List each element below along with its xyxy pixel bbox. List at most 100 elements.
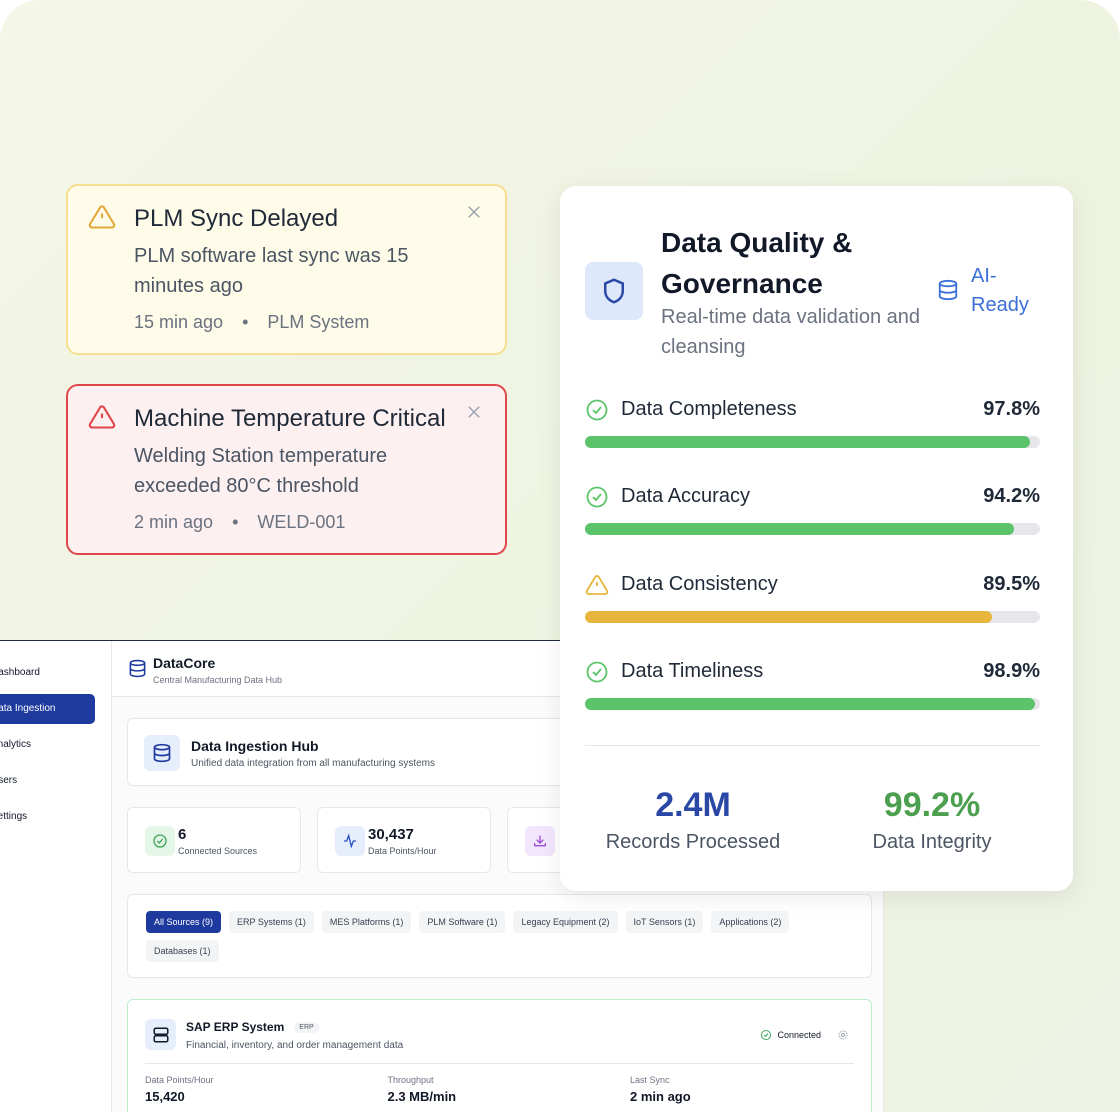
filter-card: All Sources (9) ERP Systems (1) MES Platfo… xyxy=(127,894,872,978)
filter-chip[interactable]: Databases (1) xyxy=(146,940,219,962)
progress-bar xyxy=(585,523,1014,536)
hub-title: Data Ingestion Hub xyxy=(191,738,319,754)
stat-value: 30,437 xyxy=(368,826,414,843)
nav-item[interactable]: Dashboard xyxy=(0,667,40,678)
stat: 2.4M Records Processed xyxy=(573,786,813,854)
icon-part xyxy=(586,486,608,508)
source-description: Financial, inventory, and order manageme… xyxy=(186,1040,404,1051)
check-icon xyxy=(586,399,608,421)
close-button[interactable] xyxy=(465,403,483,421)
separator: • xyxy=(242,312,249,332)
icon-path xyxy=(153,747,171,763)
icon-part xyxy=(838,1030,848,1040)
metric-row: Data Accuracy 94.2% xyxy=(585,485,1040,509)
metric-label: Data Accuracy xyxy=(621,485,750,508)
source-icon xyxy=(145,1019,176,1050)
alert-source: PLM System xyxy=(267,312,370,332)
alert-title: PLM Sync Delayed xyxy=(134,205,339,232)
metric-value: 98.9% xyxy=(983,659,1040,682)
sidebar: Dashboard Data Ingestion Analytics Users Set… xyxy=(0,641,112,1112)
stat-value: 6 xyxy=(178,826,187,843)
metric-value: 15,420 xyxy=(145,1089,185,1104)
check-icon xyxy=(153,834,167,848)
stat-icon xyxy=(145,826,175,856)
app-tagline: Central Manufacturing Data Hub xyxy=(153,675,283,685)
nav-item[interactable]: Settings xyxy=(0,811,28,822)
metric-row: Data Consistency 89.5% xyxy=(585,573,1040,597)
divider xyxy=(145,1063,854,1064)
nav-item[interactable]: Users xyxy=(0,775,18,786)
metric-row: Data Completeness 97.8% xyxy=(585,398,1040,422)
filter-chip[interactable]: ERP Systems (1) xyxy=(229,911,314,933)
shield-box xyxy=(585,262,643,320)
shield-icon xyxy=(604,278,624,304)
icon-part xyxy=(938,279,958,288)
progress-bar xyxy=(585,436,1030,448)
check-icon xyxy=(586,661,608,683)
metric-row: Data Timeliness 98.9% xyxy=(585,660,1040,684)
nav-item[interactable]: Analytics xyxy=(0,739,32,750)
stat-label: Records Processed xyxy=(605,831,781,853)
icon-part xyxy=(586,399,608,421)
active-nav-bg xyxy=(0,694,95,724)
stat-value: 99.2% xyxy=(883,786,981,824)
quality-title: Data Quality & Governance xyxy=(661,227,853,299)
progress-track xyxy=(585,436,1040,448)
icon-path xyxy=(764,1033,769,1038)
filter-chip[interactable]: All Sources (9) xyxy=(146,911,222,933)
close-button[interactable] xyxy=(465,203,483,221)
stat-card: 30,437 Data Points/Hour xyxy=(317,807,491,873)
server-icon xyxy=(153,1027,168,1042)
icon-part xyxy=(153,1027,168,1035)
stat-label: Data Integrity xyxy=(872,831,992,853)
metric-icon xyxy=(585,660,609,689)
check-icon xyxy=(761,1030,772,1040)
icon-path xyxy=(468,406,480,418)
filter-chip[interactable]: Legacy Equipment (2) xyxy=(513,911,618,933)
filter-chip[interactable]: MES Platforms (1) xyxy=(321,911,412,933)
stat-icon xyxy=(335,826,365,856)
metric-value: 89.5% xyxy=(983,572,1040,595)
download-icon xyxy=(534,835,546,847)
source-status: Connected xyxy=(760,1029,821,1041)
alert-meta: 15 min ago • PLM System xyxy=(134,312,369,333)
progress-track xyxy=(585,523,1040,536)
metric-label: Data Consistency xyxy=(621,572,778,595)
icon-part xyxy=(586,661,608,683)
alert-time: 2 min ago xyxy=(134,512,214,532)
metric-value: 2 min ago xyxy=(630,1089,691,1104)
status-text: Connected xyxy=(777,1030,821,1040)
source-name: SAP ERP System ERP xyxy=(186,1020,319,1034)
progress-track xyxy=(585,697,1040,710)
filter-chip[interactable]: Applications (2) xyxy=(711,911,790,933)
icon-path xyxy=(129,662,146,678)
stat: 99.2% Data Integrity xyxy=(812,786,1052,854)
metric-label: Data Completeness xyxy=(621,398,797,420)
icon-path xyxy=(592,668,602,677)
metric-value: 94.2% xyxy=(983,485,1040,508)
icon-path xyxy=(592,406,602,415)
metric-value: 97.8% xyxy=(983,398,1040,420)
icon-path xyxy=(592,493,602,502)
icon-path xyxy=(468,206,480,218)
icon-part xyxy=(153,1034,168,1042)
metric-icon xyxy=(585,573,609,602)
warning-icon xyxy=(88,205,116,229)
divider xyxy=(585,745,1040,746)
icon-part xyxy=(153,834,167,848)
metric-label: Last Sync xyxy=(630,1075,670,1085)
icon-part xyxy=(153,743,171,751)
metric-value: 2.3 MB/min xyxy=(387,1089,457,1104)
hub-icon xyxy=(144,735,180,771)
quality-subtitle: Real-time data validation and cleansing xyxy=(661,306,921,358)
separator: • xyxy=(232,512,239,532)
filter-chip[interactable]: IoT Sensors (1) xyxy=(625,911,704,933)
icon-path xyxy=(88,205,116,229)
nav-item[interactable]: Data Ingestion xyxy=(0,703,56,714)
settings-button[interactable] xyxy=(837,1029,849,1041)
filter-chip[interactable]: PLM Software (1) xyxy=(419,911,506,933)
stat-label: Data Points/Hour xyxy=(368,846,437,856)
stat-label: Connected Sources xyxy=(178,846,258,856)
